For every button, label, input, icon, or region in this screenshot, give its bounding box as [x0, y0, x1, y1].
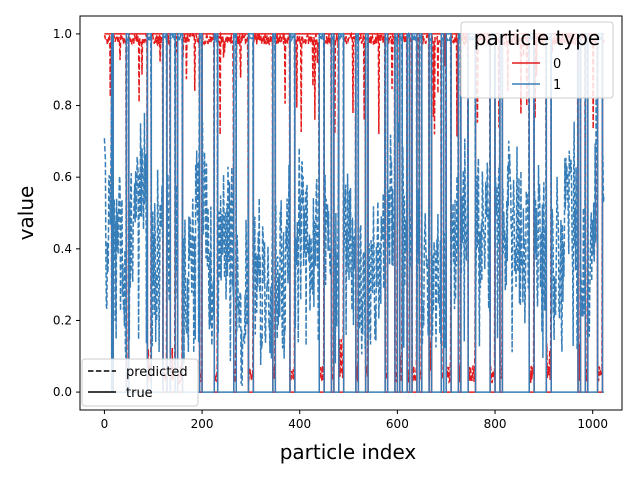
y-tick-label: 1.0 — [53, 27, 72, 41]
ticks-layer: 0 200 400 600 800 1000 0.0 0.2 0.4 0.6 0.8 1.0 — [53, 27, 608, 431]
legend-type-1-label: 1 — [553, 78, 561, 93]
x-tick-label: 400 — [288, 417, 311, 431]
type-legend: particle type 0 1 — [460, 21, 614, 99]
y-axis-label: value — [14, 186, 38, 241]
y-tick-label: 0.6 — [53, 170, 72, 184]
legend-type-0-label: 0 — [553, 57, 561, 72]
legend-predicted-label: predicted — [126, 365, 188, 380]
series-type-1-predicted-line — [103, 31, 605, 387]
x-tick-label: 0 — [101, 417, 109, 431]
y-tick-label: 0.8 — [53, 99, 72, 113]
y-tick-label: 0.2 — [53, 313, 72, 327]
type-legend-title: particle type — [474, 26, 600, 50]
x-tick-label: 200 — [191, 417, 214, 431]
style-legend: predicted true — [81, 358, 199, 407]
style-legend-box — [81, 358, 199, 407]
y-tick-label: 0.4 — [53, 242, 72, 256]
x-tick-label: 600 — [386, 417, 409, 431]
plot-frame — [79, 15, 623, 411]
y-tick-label: 0.0 — [53, 385, 72, 399]
type-legend-box — [460, 21, 614, 99]
x-tick-label: 800 — [484, 417, 507, 431]
legend-true-label: true — [126, 386, 153, 401]
x-axis-label: particle index — [280, 440, 417, 464]
x-tick-label: 1000 — [577, 417, 608, 431]
